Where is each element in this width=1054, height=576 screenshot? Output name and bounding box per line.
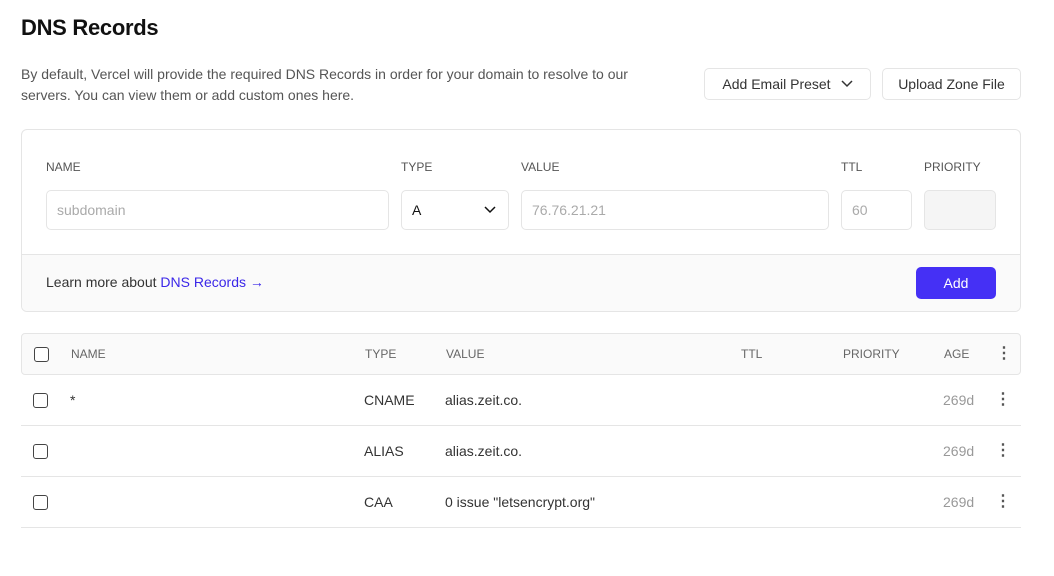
row-checkbox[interactable] [33, 495, 48, 510]
name-label: NAME [46, 160, 81, 174]
chevron-down-icon [841, 80, 853, 88]
ttl-input[interactable]: 60 [841, 190, 912, 230]
table-row: CAA 0 issue "letsencrypt.org" 269d ⋮ [21, 477, 1021, 528]
value-input[interactable]: 76.76.21.21 [521, 190, 829, 230]
add-email-preset-button[interactable]: Add Email Preset [704, 68, 871, 100]
learn-more-text: Learn more about [46, 274, 161, 290]
table-row: ALIAS alias.zeit.co. 269d ⋮ [21, 426, 1021, 477]
upload-zone-file-button[interactable]: Upload Zone File [882, 68, 1021, 100]
record-age: 269d [943, 443, 975, 459]
row-checkbox[interactable] [33, 393, 48, 408]
ttl-label: TTL [841, 160, 863, 174]
type-select[interactable]: A [401, 190, 509, 230]
column-name: NAME [71, 347, 106, 361]
chevron-down-icon [484, 206, 496, 214]
record-value: 0 issue "letsencrypt.org" [445, 494, 596, 510]
add-button[interactable]: Add [916, 267, 996, 299]
name-input[interactable]: subdomain [46, 190, 389, 230]
column-age: AGE [944, 347, 970, 361]
record-type: ALIAS [364, 443, 404, 459]
priority-input[interactable] [924, 190, 996, 230]
more-options-icon[interactable]: ⋮ [996, 345, 1012, 362]
column-ttl: TTL [741, 347, 763, 361]
select-all-checkbox[interactable] [34, 347, 49, 362]
record-age: 269d [943, 392, 975, 408]
record-type: CNAME [364, 392, 415, 408]
record-age: 269d [943, 494, 975, 510]
row-menu-icon[interactable]: ⋮ [995, 442, 1011, 459]
record-value: alias.zeit.co. [445, 392, 523, 408]
dns-records-link[interactable]: DNS Records → [160, 274, 264, 290]
column-priority: PRIORITY [843, 347, 900, 361]
row-menu-icon[interactable]: ⋮ [995, 391, 1011, 408]
add-email-preset-label: Add Email Preset [722, 76, 831, 92]
row-checkbox[interactable] [33, 444, 48, 459]
row-menu-icon[interactable]: ⋮ [995, 493, 1011, 510]
page-title: DNS Records [21, 15, 159, 40]
record-type: CAA [364, 494, 393, 510]
table-header: NAME TYPE VALUE TTL PRIORITY AGE ⋮ [21, 333, 1021, 375]
record-value: alias.zeit.co. [445, 443, 523, 459]
column-type: TYPE [365, 347, 397, 361]
records-table: NAME TYPE VALUE TTL PRIORITY AGE ⋮ * CNA… [21, 333, 1021, 528]
priority-label: PRIORITY [924, 160, 981, 174]
type-select-value: A [412, 202, 422, 218]
add-record-form: NAME TYPE VALUE TTL PRIORITY subdomain A… [21, 129, 1021, 312]
page-description: By default, Vercel will provide the requ… [21, 66, 628, 103]
type-label: TYPE [401, 160, 433, 174]
record-name: * [70, 392, 76, 408]
column-value: VALUE [446, 347, 485, 361]
form-footer: Learn more about DNS Records → Add [22, 254, 1020, 311]
value-label: VALUE [521, 160, 560, 174]
table-row: * CNAME alias.zeit.co. 269d ⋮ [21, 375, 1021, 426]
